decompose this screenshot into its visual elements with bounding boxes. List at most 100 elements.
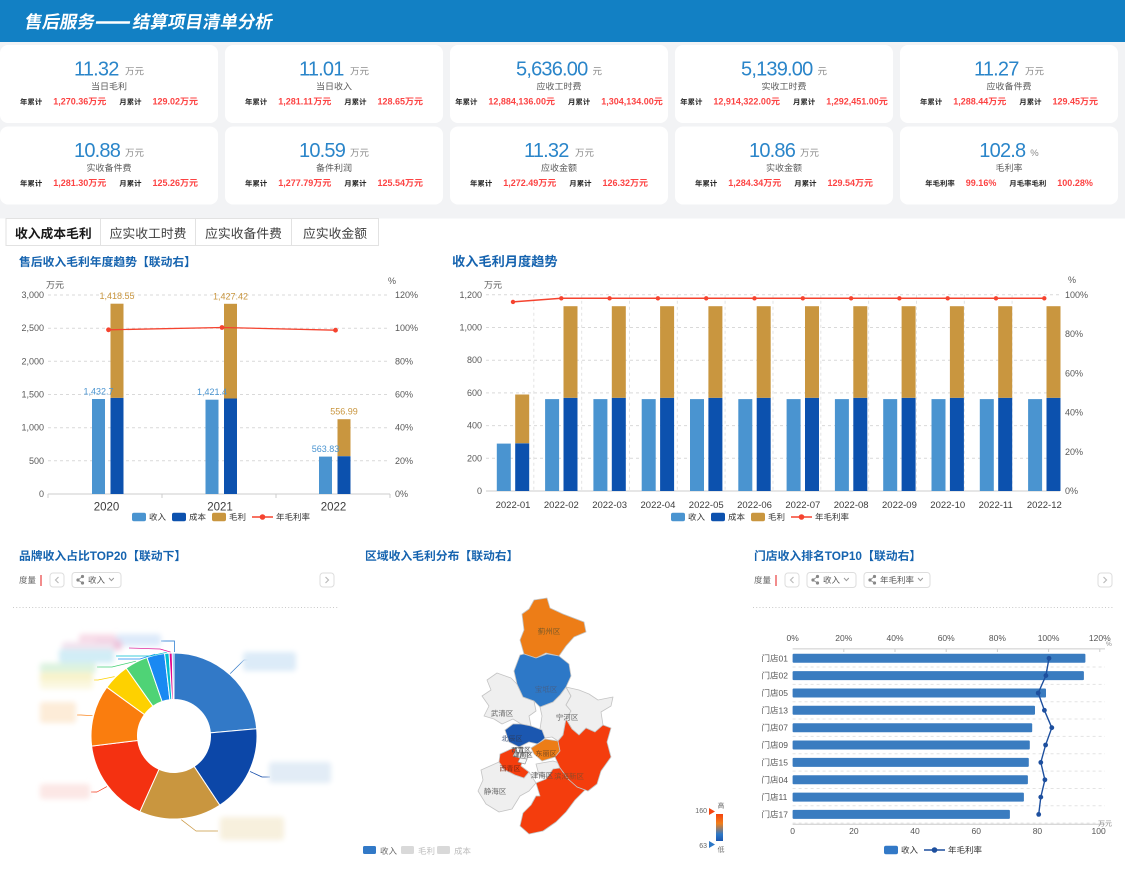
svg-text:2022-11: 2022-11 — [979, 500, 1013, 511]
svg-text:1,272.49: 1,272.49 — [503, 178, 538, 188]
svg-text:100%: 100% — [1038, 633, 1060, 643]
svg-text:40%: 40% — [395, 423, 413, 433]
svg-text:10.86: 10.86 — [749, 140, 796, 162]
svg-text:TOP10: TOP10 — [825, 549, 863, 563]
svg-text:60%: 60% — [395, 390, 413, 400]
svg-text:2022-02: 2022-02 — [544, 500, 579, 511]
svg-text:17: 17 — [779, 809, 789, 819]
svg-text:2,000: 2,000 — [22, 356, 45, 366]
svg-text:1,000: 1,000 — [460, 323, 483, 333]
svg-text:563.83: 563.83 — [312, 444, 340, 454]
svg-text:1,427.42: 1,427.42 — [213, 291, 248, 301]
svg-text:1,281.30: 1,281.30 — [53, 178, 88, 188]
svg-text:100.28%: 100.28% — [1057, 178, 1093, 188]
svg-text:1,270.36: 1,270.36 — [53, 97, 88, 107]
svg-text:2022-06: 2022-06 — [737, 500, 772, 511]
svg-text:20%: 20% — [835, 633, 852, 643]
svg-text:2022: 2022 — [321, 502, 347, 514]
svg-text:1,432.7: 1,432.7 — [84, 387, 114, 397]
svg-text:125.26: 125.26 — [153, 178, 181, 188]
svg-text:09: 09 — [779, 740, 789, 750]
svg-text:02: 02 — [779, 671, 789, 681]
svg-text:11: 11 — [779, 792, 788, 802]
svg-text:2022-12: 2022-12 — [1027, 500, 1062, 511]
svg-text:%: % — [388, 276, 396, 286]
svg-text:129.45: 129.45 — [1053, 97, 1081, 107]
svg-text:%: % — [1106, 641, 1112, 648]
svg-text:3,000: 3,000 — [22, 290, 45, 300]
svg-text:2022-10: 2022-10 — [930, 500, 965, 511]
svg-text:0: 0 — [39, 489, 44, 499]
svg-text:05: 05 — [779, 688, 789, 698]
svg-text:125.54: 125.54 — [378, 178, 406, 188]
svg-text:63: 63 — [699, 843, 707, 850]
svg-text:10.59: 10.59 — [299, 140, 346, 162]
svg-text:01: 01 — [779, 653, 789, 663]
svg-text:600: 600 — [467, 388, 482, 398]
svg-text:1,288.44: 1,288.44 — [953, 97, 988, 107]
svg-text:TOP20: TOP20 — [90, 549, 128, 563]
svg-text:1,281.11: 1,281.11 — [278, 97, 313, 107]
svg-text:1,500: 1,500 — [22, 390, 45, 400]
svg-text:2022-07: 2022-07 — [785, 500, 820, 511]
svg-text:80%: 80% — [1065, 329, 1083, 339]
svg-text:128.65: 128.65 — [378, 97, 406, 107]
svg-text:102.8: 102.8 — [979, 140, 1026, 162]
svg-text:60: 60 — [972, 826, 982, 836]
svg-text:5,636.00: 5,636.00 — [516, 59, 588, 81]
svg-text:40: 40 — [910, 826, 920, 836]
svg-text:556.99: 556.99 — [330, 407, 358, 417]
svg-text:5,139.00: 5,139.00 — [741, 59, 813, 81]
svg-text:20%: 20% — [395, 456, 413, 466]
svg-text:40%: 40% — [1065, 408, 1083, 418]
svg-text:15: 15 — [779, 757, 789, 767]
svg-text:0: 0 — [477, 486, 482, 496]
svg-text:80: 80 — [1033, 826, 1043, 836]
svg-text:2021: 2021 — [207, 502, 233, 514]
svg-text:0%: 0% — [1065, 486, 1078, 496]
svg-text:120%: 120% — [1089, 633, 1111, 643]
svg-text:160: 160 — [695, 808, 707, 815]
svg-text:800: 800 — [467, 355, 482, 365]
svg-text:100%: 100% — [1065, 290, 1088, 300]
svg-text:129.54: 129.54 — [828, 178, 856, 188]
svg-text:11.27: 11.27 — [974, 59, 1019, 81]
svg-text:0%: 0% — [395, 489, 408, 499]
svg-text:0: 0 — [790, 826, 795, 836]
svg-text:2022-09: 2022-09 — [882, 500, 917, 511]
svg-text:20%: 20% — [1065, 447, 1083, 457]
svg-text:2022-08: 2022-08 — [834, 500, 869, 511]
svg-text:04: 04 — [779, 775, 789, 785]
svg-text:60%: 60% — [1065, 368, 1083, 378]
svg-text:1,277.79: 1,277.79 — [278, 178, 313, 188]
svg-text:2022-03: 2022-03 — [592, 500, 627, 511]
svg-text:500: 500 — [29, 456, 44, 466]
svg-text:2022-04: 2022-04 — [641, 500, 676, 511]
svg-text:126.32: 126.32 — [603, 178, 631, 188]
svg-text:80%: 80% — [395, 356, 413, 366]
svg-text:80%: 80% — [989, 633, 1006, 643]
svg-text:10.88: 10.88 — [74, 140, 121, 162]
svg-text:12,884,136.00: 12,884,136.00 — [488, 97, 546, 107]
svg-text:12,914,322.00: 12,914,322.00 — [713, 97, 771, 107]
svg-text:2020: 2020 — [94, 502, 120, 514]
svg-text:11.01: 11.01 — [299, 59, 344, 81]
svg-text:20: 20 — [849, 826, 859, 836]
svg-text:11.32: 11.32 — [74, 59, 119, 81]
svg-text:2022-01: 2022-01 — [496, 500, 531, 511]
svg-text:1,200: 1,200 — [460, 290, 483, 300]
svg-text:%: % — [1068, 275, 1076, 285]
svg-text:1,284.34: 1,284.34 — [728, 178, 763, 188]
svg-text:129.02: 129.02 — [153, 97, 181, 107]
svg-text:1,292,451.00: 1,292,451.00 — [826, 97, 879, 107]
svg-text:%: % — [1030, 148, 1039, 159]
svg-text:07: 07 — [779, 723, 789, 733]
svg-text:100: 100 — [1092, 826, 1106, 836]
svg-text:120%: 120% — [395, 290, 418, 300]
svg-text:200: 200 — [467, 453, 482, 463]
svg-text:400: 400 — [467, 421, 482, 431]
svg-text:0%: 0% — [787, 633, 800, 643]
svg-text:1,418.55: 1,418.55 — [100, 291, 135, 301]
svg-text:1,000: 1,000 — [22, 423, 45, 433]
svg-text:1,304,134.00: 1,304,134.00 — [601, 97, 654, 107]
